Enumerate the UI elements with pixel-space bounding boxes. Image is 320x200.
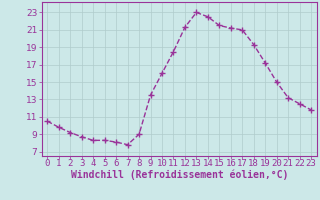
X-axis label: Windchill (Refroidissement éolien,°C): Windchill (Refroidissement éolien,°C) bbox=[70, 169, 288, 180]
